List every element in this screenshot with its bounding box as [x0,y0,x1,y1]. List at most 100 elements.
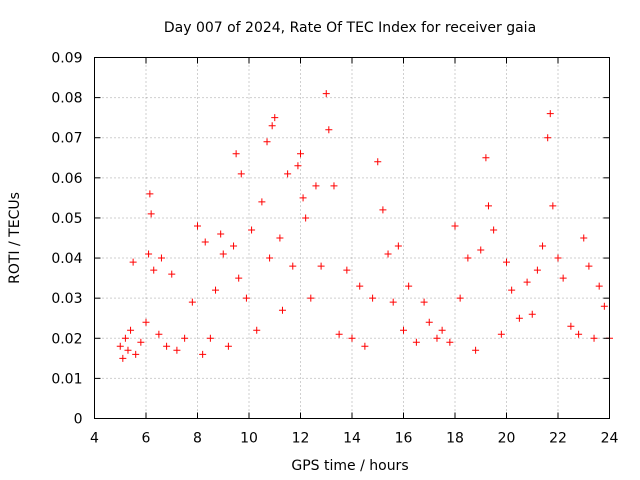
data-point [456,294,464,302]
chart-title: Day 007 of 2024, Rate Of TEC Index for r… [164,20,536,36]
data-point [348,334,356,342]
data-point [268,122,276,130]
data-point [528,310,536,318]
data-point [312,182,320,190]
data-point [302,214,310,222]
data-point [523,278,531,286]
data-point [546,110,554,118]
data-point [155,330,163,338]
data-point [595,282,603,290]
data-point [119,354,127,362]
x-axis-ticks: 4 6 8 10 12 14 16 18 20 22 24 [90,57,619,447]
y-tick-label: 0.02 [51,331,82,347]
data-point [497,330,505,338]
data-point [217,230,225,238]
data-point [188,298,196,306]
data-point [335,330,343,338]
data-point [477,246,485,254]
data-point [276,234,284,242]
data-point [168,270,176,278]
data-point [129,258,137,266]
x-tick-label: 14 [343,431,361,447]
data-point [157,254,165,262]
data-point [219,250,227,258]
data-point [201,238,209,246]
data-point [127,326,135,334]
data-point [374,158,382,166]
y-tick-label: 0.01 [51,371,82,387]
data-point [258,198,266,206]
data-point [147,210,155,218]
grid-lines [94,57,610,419]
data-point [446,338,454,346]
y-tick-label: 0.08 [51,91,82,107]
data-point [271,114,279,122]
data-point [297,150,304,158]
x-tick-label: 8 [193,431,202,447]
data-point [356,282,364,290]
y-tick-label: 0.05 [51,211,82,227]
data-point [544,134,552,142]
data-point [121,334,129,342]
data-point [299,194,307,202]
data-point [438,326,446,334]
data-point [389,298,397,306]
data-point [503,258,510,266]
x-tick-label: 24 [601,431,619,447]
data-point [369,294,377,302]
y-axis-ticks: 0 0.01 0.02 0.03 0.04 0.05 0.06 0.07 0.08 0.09 [51,51,610,428]
data-point [294,162,302,170]
y-tick-label: 0.09 [51,51,82,67]
data-point [230,242,238,250]
data-point [194,222,201,230]
data-point [173,346,181,354]
y-tick-label: 0.04 [51,251,82,267]
data-point [490,226,498,234]
x-axis-label: GPS time / hours [291,458,408,474]
data-point [361,342,369,350]
data-point [559,274,567,282]
data-point [322,90,330,98]
data-point [405,282,413,290]
y-tick-label: 0 [74,412,83,428]
data-point [116,342,124,350]
data-point [242,294,250,302]
data-point [278,306,286,314]
data-point [150,266,158,274]
data-point [137,338,145,346]
data-point [433,334,441,342]
data-point [384,250,392,258]
data-point [580,234,588,242]
data-point [224,342,232,350]
data-point [412,338,420,346]
data-point [132,350,140,358]
data-point [533,266,541,274]
data-point [307,294,315,302]
data-point [575,330,583,338]
data-point [379,206,387,214]
x-tick-label: 6 [142,431,151,447]
data-point [567,322,575,330]
data-point [484,202,492,210]
data-point [181,334,189,342]
data-point [253,326,261,334]
data-point [206,334,214,342]
data-point [585,262,593,270]
y-axis-label: ROTI / TECUs [7,192,23,284]
data-point [263,138,271,146]
data-point [425,318,433,326]
data-point [124,346,132,354]
data-point [325,126,333,134]
data-point [284,170,292,178]
data-point [472,346,480,354]
data-point [539,242,547,250]
data-point [400,326,407,334]
data-point [235,274,243,282]
x-tick-label: 22 [549,431,567,447]
data-point [199,350,207,358]
data-points [116,90,613,362]
data-point [451,222,459,230]
data-point [317,262,325,270]
data-point [600,302,608,310]
